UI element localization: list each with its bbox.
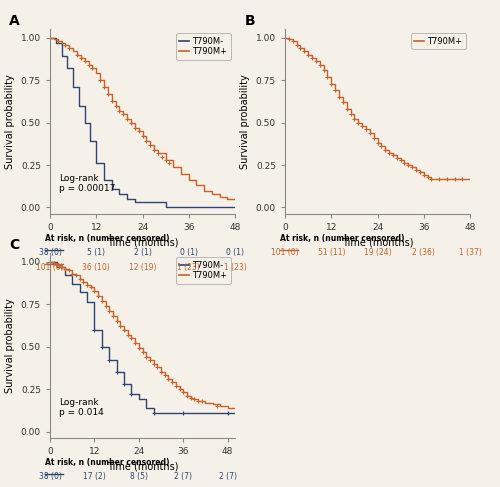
Text: 2 (36): 2 (36) <box>412 248 435 257</box>
X-axis label: Time (months): Time (months) <box>107 238 178 248</box>
Text: 8 (5): 8 (5) <box>130 472 148 481</box>
Text: C: C <box>10 239 20 252</box>
Text: 51 (11): 51 (11) <box>318 248 345 257</box>
Text: Log-rank
p = 0.014: Log-rank p = 0.014 <box>60 397 104 417</box>
X-axis label: Time (months): Time (months) <box>107 462 178 472</box>
Y-axis label: Survival probability: Survival probability <box>6 75 16 169</box>
Text: 17 (2): 17 (2) <box>83 472 106 481</box>
Text: Log-rank
p = 0.00017: Log-rank p = 0.00017 <box>60 173 116 193</box>
Text: 2 (1): 2 (1) <box>134 248 152 257</box>
Text: 0 (1): 0 (1) <box>180 248 198 257</box>
Text: 1 (23): 1 (23) <box>224 263 246 272</box>
Text: A: A <box>10 15 20 28</box>
Text: 38 (0): 38 (0) <box>38 248 62 257</box>
Text: 5 (1): 5 (1) <box>88 248 105 257</box>
Text: 1 (37): 1 (37) <box>458 248 481 257</box>
X-axis label: Time (months): Time (months) <box>342 238 413 248</box>
Text: At risk, n (number censored): At risk, n (number censored) <box>45 234 170 243</box>
Text: 0 (1): 0 (1) <box>226 248 244 257</box>
Text: 2 (7): 2 (7) <box>218 472 236 481</box>
Text: 36 (10): 36 (10) <box>82 263 110 272</box>
Text: At risk, n (number censored): At risk, n (number censored) <box>45 458 170 467</box>
Text: At risk, n (number censored): At risk, n (number censored) <box>280 234 404 243</box>
Legend: T790M+: T790M+ <box>411 34 466 49</box>
Y-axis label: Survival probability: Survival probability <box>240 75 250 169</box>
Legend: T790M-, T790M+: T790M-, T790M+ <box>176 258 231 284</box>
Legend: T790M-, T790M+: T790M-, T790M+ <box>176 34 231 60</box>
Text: 101 (0): 101 (0) <box>271 248 299 257</box>
Y-axis label: Survival probability: Survival probability <box>6 299 16 393</box>
Text: 12 (19): 12 (19) <box>129 263 156 272</box>
Text: 1 (23): 1 (23) <box>178 263 200 272</box>
Text: B: B <box>244 15 255 28</box>
Text: 19 (24): 19 (24) <box>364 248 392 257</box>
Text: 2 (7): 2 (7) <box>174 472 192 481</box>
Text: 38 (0): 38 (0) <box>38 472 62 481</box>
Text: 101 (0): 101 (0) <box>36 263 64 272</box>
